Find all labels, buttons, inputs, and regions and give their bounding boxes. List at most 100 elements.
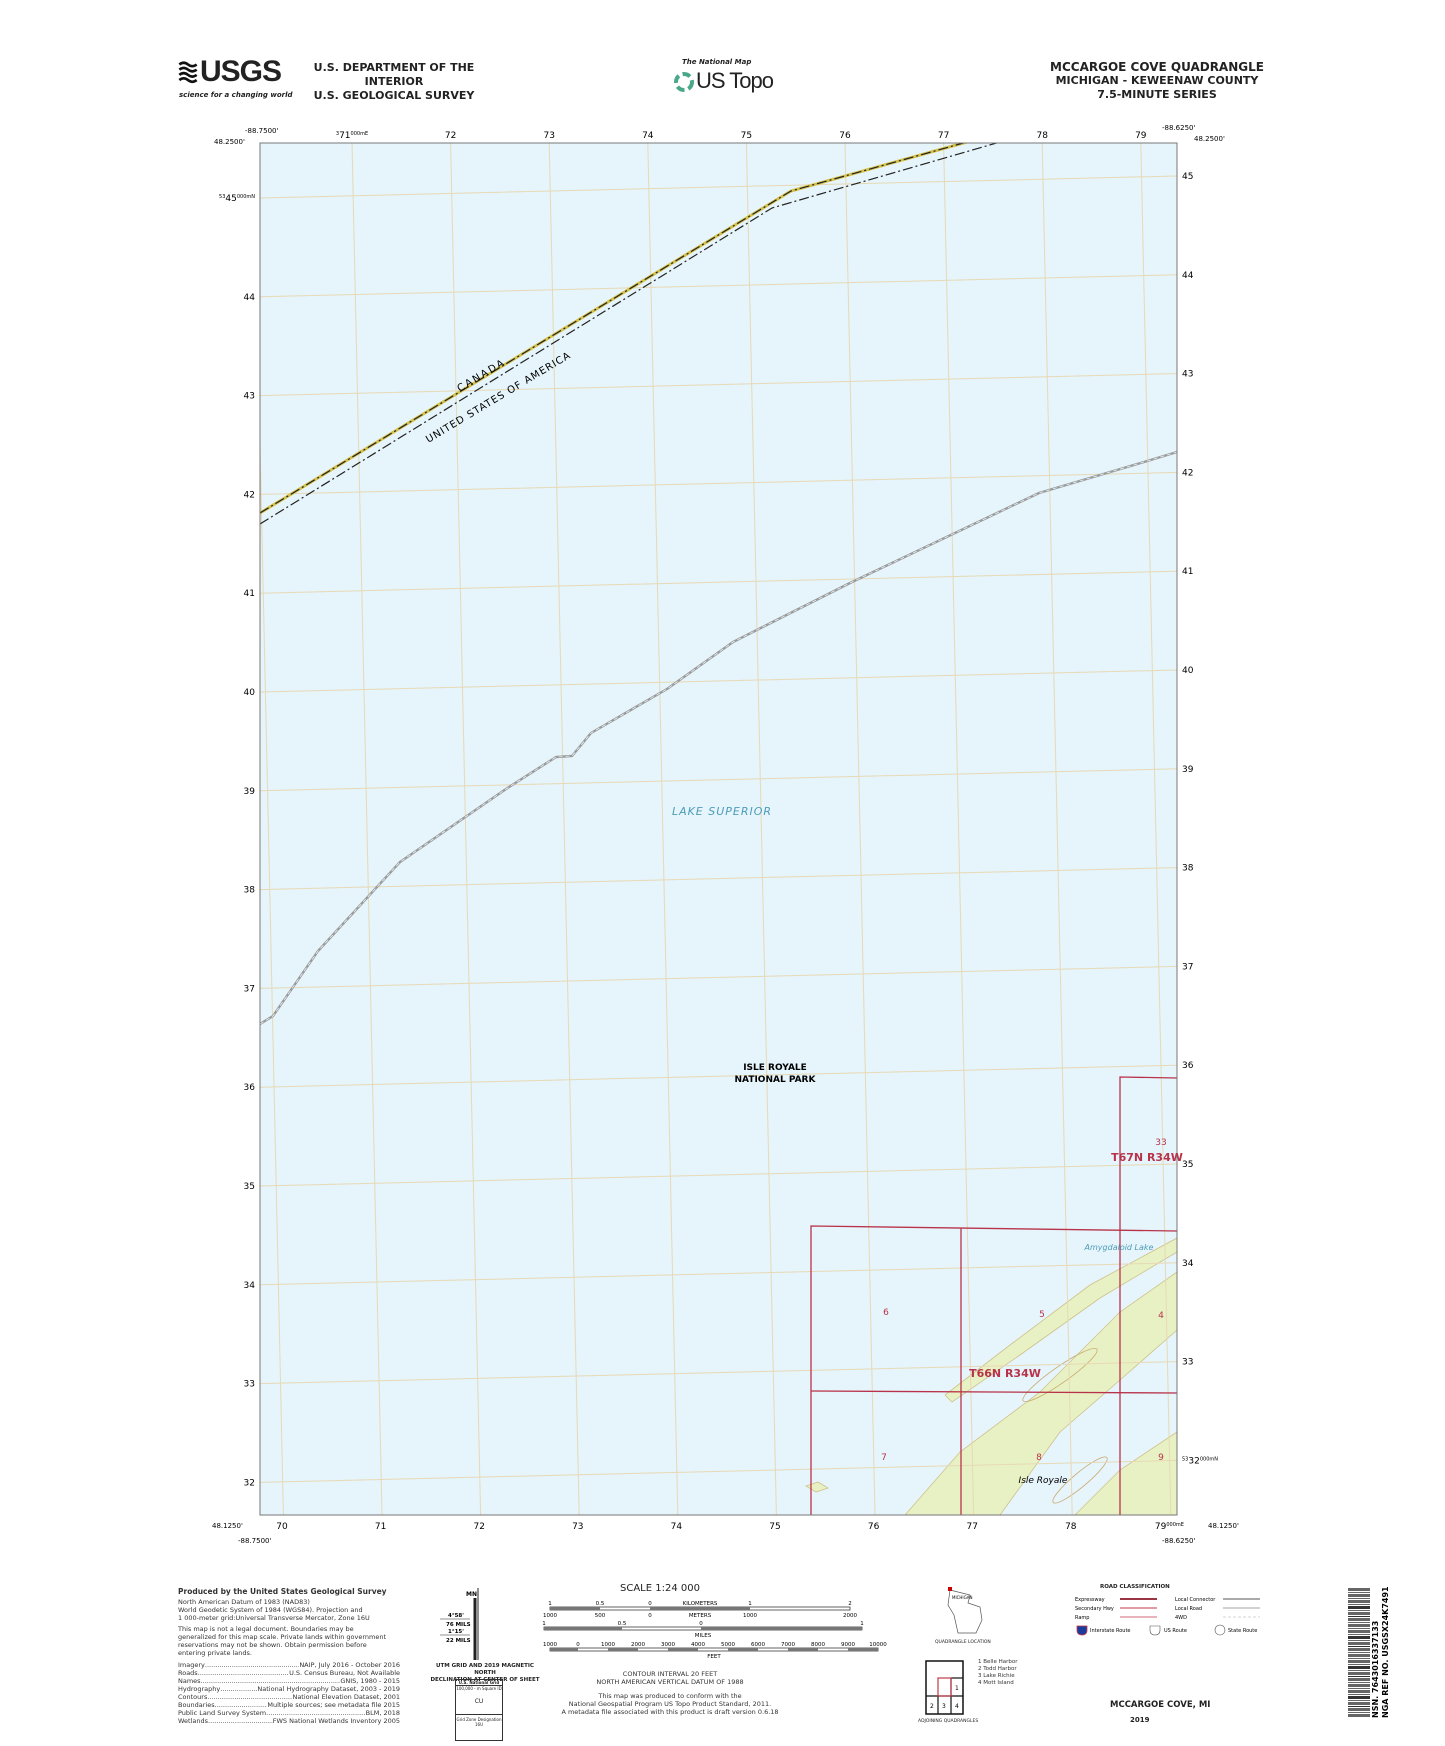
- vertical-datum: NORTH AMERICAN VERTICAL DATUM OF 1988: [596, 1678, 744, 1686]
- grid-line-easting: [745, 143, 777, 1515]
- data-source-value: FWS National Wetlands Inventory 2005: [272, 1717, 400, 1725]
- barcode-bar: [1348, 1714, 1370, 1717]
- grid-label-right: 34: [1182, 1259, 1194, 1269]
- label-township-t66n: T66N R34W: [969, 1367, 1041, 1380]
- disclaimer-line: generalized for this map scale. Private …: [178, 1633, 387, 1641]
- grid-label-right: 43: [1182, 370, 1193, 380]
- grid-line-northing: [260, 768, 1177, 792]
- barcode-bar: [1348, 1640, 1370, 1641]
- barcode-bar: [1348, 1594, 1370, 1597]
- barcode-bar: [1348, 1624, 1370, 1627]
- scale-bar: [549, 1647, 879, 1652]
- corner-bottom-right-lon: -88.6250': [1162, 1537, 1195, 1545]
- contour-note: CONTOUR INTERVAL 20 FEET NORTH AMERICAN …: [560, 1670, 780, 1716]
- grid-label-top: 79: [1135, 131, 1147, 141]
- scale-tick-label: 1000: [543, 1613, 557, 1619]
- scale-segment: [728, 1648, 758, 1651]
- barcode-bar: [1348, 1628, 1370, 1629]
- leader-dots: ........................................…: [208, 1717, 273, 1725]
- data-source-row: Imagery.................................…: [178, 1661, 400, 1669]
- map-neatline: [259, 142, 1178, 1516]
- scale-tick-label: 0: [576, 1642, 580, 1648]
- barcode-bar: [1348, 1606, 1370, 1609]
- usng-zone: 16U: [474, 1722, 484, 1727]
- scale-segment: [848, 1648, 878, 1651]
- international-boundary-canada: [260, 143, 966, 514]
- scale-segment: [608, 1648, 638, 1651]
- barcode-bar: [1348, 1678, 1370, 1681]
- section-5: 5: [1039, 1310, 1045, 1320]
- grid-label-top: 78: [1036, 131, 1048, 141]
- barcode-bar: [1348, 1706, 1370, 1707]
- section-6: 6: [883, 1308, 889, 1318]
- scale-segment: [650, 1607, 750, 1610]
- location-state-label: MICHIGAN: [952, 1595, 972, 1600]
- grid-label-right: 38: [1182, 864, 1194, 874]
- department-heading: U.S. DEPARTMENT OF THE INTERIOR U.S. GEO…: [284, 61, 504, 103]
- data-source-row: Names...................................…: [178, 1677, 400, 1685]
- grid-label-bottom: 76: [868, 1522, 880, 1532]
- usgs-tagline: science for a changing world: [179, 91, 293, 99]
- department-name: U.S. DEPARTMENT OF THE INTERIOR: [313, 61, 475, 88]
- leader-dots: ........................................…: [204, 1661, 299, 1669]
- scale-tick-label: 7000: [781, 1642, 795, 1648]
- barcode-bar: [1348, 1604, 1370, 1605]
- grid-label-bottom: 70: [276, 1522, 288, 1532]
- grid-line-northing: [260, 1064, 1177, 1088]
- road-type-secondary: Secondary Hwy: [1075, 1606, 1114, 1612]
- data-source-value: National Hydrography Dataset, 2003 - 201…: [257, 1685, 400, 1693]
- us-route-shield-icon: [1149, 1625, 1161, 1636]
- grid-label-right: 33: [1182, 1358, 1193, 1368]
- scale-segment: [701, 1627, 862, 1630]
- adjoining-caption: ADJOINING QUADRANGLES: [918, 1719, 979, 1724]
- grid-line-northing: [260, 77, 1177, 99]
- standard-note: This map was produced to conform with th…: [598, 1692, 742, 1700]
- data-source-value: U.S. Census Bureau, Not Available: [289, 1669, 400, 1677]
- scale-tick-label: 6000: [751, 1642, 765, 1648]
- grid-label-top: 72: [445, 131, 456, 141]
- magnetic-north-label: MN: [466, 1591, 477, 1598]
- data-source-label: Contours: [178, 1693, 208, 1701]
- barcode-nga-ref: NGA REF NO. USGSX24K74912: [1381, 1586, 1390, 1718]
- scale-tick-label: 0.5: [596, 1601, 605, 1607]
- grid-line-northing: [260, 1459, 1177, 1483]
- grid-label-top: 75: [741, 131, 752, 141]
- adjoining-quadrangles-diagram: 1 2 3 4: [925, 1660, 964, 1715]
- grid-label-left: 44: [244, 293, 256, 303]
- grid-label-right: 39: [1182, 765, 1194, 775]
- scale-tick-label: 3000: [661, 1642, 675, 1648]
- barcode-bar: [1348, 1652, 1370, 1653]
- series: 7.5-MINUTE SERIES: [1097, 88, 1217, 101]
- barcode-bar: [1348, 1682, 1370, 1683]
- leader-dots: ........................................…: [266, 1709, 366, 1717]
- adjoining-item: 1 Belle Harbor: [978, 1659, 1018, 1665]
- barcode-bar: [1348, 1694, 1370, 1695]
- grid-label-top: 76: [839, 131, 851, 141]
- scale-tick-label: 500: [595, 1613, 606, 1619]
- grid-line-northing: [260, 373, 1177, 397]
- grid-line-northing: [260, 570, 1177, 594]
- state-route-circle-icon: [1214, 1624, 1226, 1636]
- section-9: 9: [1158, 1453, 1164, 1463]
- scale-unit-label: METERS: [689, 1613, 712, 1619]
- grid-label-left: 36: [244, 1083, 256, 1093]
- data-source-row: Contours................................…: [178, 1693, 400, 1701]
- scale-tick-label: 2: [848, 1601, 852, 1607]
- data-source-row: Wetlands................................…: [178, 1717, 400, 1725]
- label-lake-superior: LAKE SUPERIOR: [672, 805, 772, 818]
- quadrangle-location-marker: [948, 1587, 952, 1591]
- barcode-nsn: NSN. 7643016337133: [1371, 1621, 1380, 1718]
- us-topo-logo: US Topo: [696, 68, 774, 93]
- barcode-bar: [1348, 1696, 1370, 1699]
- state-route-label: State Route: [1228, 1628, 1257, 1634]
- barcode-bar: [1348, 1702, 1370, 1705]
- scale-unit-label: KILOMETERS: [683, 1601, 718, 1607]
- declination-caption-line: DECLINATION AT CENTER OF SHEET: [430, 1677, 540, 1683]
- grid-line-northing: [260, 965, 1177, 989]
- grid-line-easting: [943, 143, 975, 1515]
- grid-line-easting: [1239, 143, 1269, 1515]
- grid-label-top: 73: [543, 131, 554, 141]
- data-source-label: Wetlands: [178, 1717, 209, 1725]
